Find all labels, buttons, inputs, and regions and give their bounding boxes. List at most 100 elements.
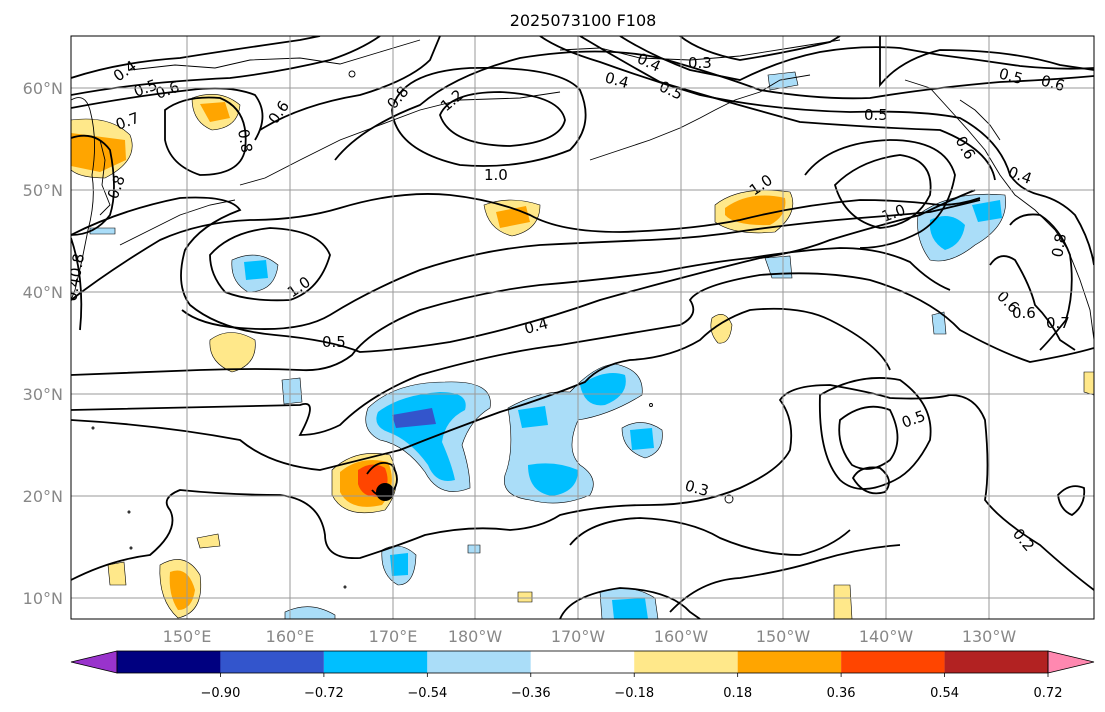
longitude-tick-labels: 150°E 160°E 170°E 180°W 170°W 160°W 150°W 140°W…	[163, 627, 1017, 646]
lat-tick-label: 50°N	[23, 181, 63, 200]
contour-label: 0.5	[322, 333, 346, 351]
contour-line	[619, 36, 1094, 81]
positive-anomaly-patch	[169, 570, 195, 610]
negative-anomaly-patch	[612, 598, 648, 619]
colorbar-tick-label: −0.90	[201, 686, 241, 701]
island	[649, 403, 653, 407]
contour-label: 0.3	[683, 476, 711, 500]
contour-line	[1057, 485, 1086, 517]
negative-anomaly-patch	[528, 463, 578, 496]
colorbar-tick-label: −0.36	[511, 686, 551, 701]
contour-line	[71, 189, 976, 353]
island	[724, 494, 734, 504]
contour-line	[259, 36, 441, 131]
contour-line	[989, 255, 1076, 351]
positive-anomaly-patch	[200, 102, 230, 122]
lon-tick-label: 170°E	[369, 627, 418, 646]
negative-anomaly-patch	[390, 553, 408, 576]
contour-line	[71, 247, 951, 376]
contour-label: 0.8	[1048, 232, 1070, 259]
colorbar-segment	[117, 651, 221, 673]
lon-tick-label: 140°W	[859, 627, 914, 646]
contour-line	[851, 466, 890, 495]
colorbar-tick-label: 0.18	[723, 686, 752, 701]
negative-anomaly-patch	[392, 408, 436, 428]
lat-tick-label: 30°N	[23, 385, 63, 404]
contour-line	[181, 199, 981, 330]
contour-line	[669, 544, 901, 613]
contour-line	[71, 237, 83, 331]
contour-label: 1.0	[484, 166, 508, 184]
map-frame	[70, 35, 1095, 620]
contour-label: 0.4	[603, 68, 631, 92]
negative-anomaly-patch	[281, 377, 303, 405]
negative-anomaly-patch	[244, 260, 268, 280]
contour-line	[879, 36, 1094, 88]
colorbar-outline	[116, 650, 1049, 674]
lon-tick-label: 180°W	[448, 627, 503, 646]
contour-line	[833, 154, 932, 229]
coastlines	[71, 39, 1094, 589]
colorbar-tick-label: −0.72	[304, 686, 344, 701]
positive-anomaly-patch	[209, 332, 256, 373]
local-extreme-marker	[376, 483, 394, 501]
lat-tick-label: 60°N	[23, 79, 63, 98]
contour-label: 0.8	[66, 252, 88, 279]
lat-tick-label: 10°N	[23, 589, 63, 608]
contour-label: 0.6	[1012, 304, 1036, 322]
colorbar-tick-label: −0.54	[407, 686, 447, 701]
positive-anomaly-patch	[710, 313, 733, 344]
contour-label: 0.8	[234, 128, 256, 155]
coastline	[239, 91, 561, 186]
positive-anomaly-patch	[107, 561, 127, 586]
latitude-tick-labels: 60°N 50°N 40°N 30°N 20°N 10°N	[23, 79, 63, 608]
contour-label: 0.7	[1046, 314, 1070, 332]
lon-tick-label: 150°W	[756, 627, 811, 646]
contour-line	[1039, 194, 1094, 266]
colorbar-segment	[634, 651, 738, 673]
negative-anomaly-patch	[284, 606, 336, 619]
contour-line	[1009, 213, 1073, 351]
contour-line	[679, 36, 841, 61]
colorbar-segment	[737, 651, 842, 673]
contour-label: 0.5	[997, 64, 1025, 88]
negative-anomaly-patch	[518, 406, 548, 428]
positive-anomaly-patch	[725, 195, 786, 226]
colorbar-tick-label: 0.54	[930, 686, 959, 701]
colorbar-extend-high	[1047, 650, 1095, 674]
negative-anomaly-patch	[764, 255, 793, 279]
island	[129, 546, 133, 550]
colorbar-segment	[841, 651, 945, 673]
lat-tick-label: 20°N	[23, 487, 63, 506]
contour-label: 0.5	[864, 106, 888, 124]
coastline	[959, 99, 1001, 141]
colorbar-tick-label: 0.36	[827, 686, 856, 701]
contour-line	[71, 193, 981, 301]
colorbar-segment	[427, 651, 531, 673]
positive-anomaly-patch	[1083, 371, 1094, 396]
contour-line	[164, 96, 247, 176]
colorbar-tick-label: 0.72	[1034, 686, 1063, 701]
negative-anomaly-patch	[580, 372, 626, 406]
contour-line	[71, 134, 115, 236]
negative-anomaly-patch	[972, 200, 1002, 222]
positive-anomaly-patch	[517, 591, 533, 603]
negative-anomaly-patch	[630, 428, 654, 450]
contour-line	[71, 36, 321, 79]
coastline	[99, 139, 111, 216]
contour-line	[71, 384, 1094, 591]
coastline	[589, 74, 811, 161]
contour-line	[838, 405, 899, 470]
coastline	[119, 199, 236, 246]
positive-anomaly-patch	[196, 533, 221, 549]
map-panel: 0.4 0.5 0.6 0.7 0.8 0.6 0.8 1.2 1.0 0.8 …	[23, 35, 1095, 646]
coastline	[129, 39, 421, 71]
contour-line	[71, 272, 1094, 436]
contour-label: 0.6	[1039, 71, 1067, 95]
positive-anomaly-patch	[833, 584, 853, 619]
island	[348, 70, 356, 78]
colorbar-segment	[323, 651, 428, 673]
lon-tick-label: 150°E	[163, 627, 212, 646]
contour-line	[804, 139, 956, 249]
